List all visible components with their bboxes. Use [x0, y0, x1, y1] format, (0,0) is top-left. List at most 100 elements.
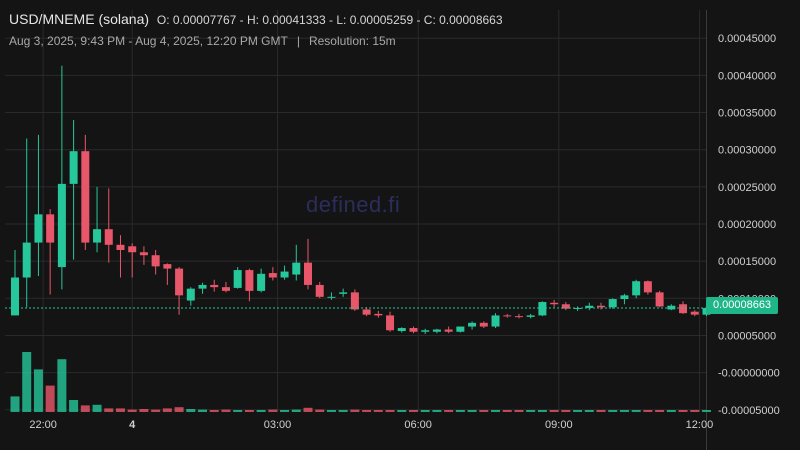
- y-tick-label: 0.00040000: [718, 70, 776, 82]
- volume-bar: [643, 410, 653, 412]
- candle-body: [22, 242, 31, 278]
- volume-bar: [678, 410, 688, 412]
- pair-name: USD/MNEME (solana): [9, 11, 150, 27]
- y-tick-label: 0.00045000: [718, 33, 776, 45]
- candle-body: [444, 329, 453, 332]
- x-tick-label: 4: [129, 419, 136, 431]
- ohlc-readout: O: 0.00007767 - H: 0.00041333 - L: 0.000…: [156, 13, 503, 27]
- volume-bar: [45, 385, 55, 412]
- volume-bar: [291, 409, 301, 412]
- candle-body: [175, 268, 184, 296]
- candle-body: [643, 281, 652, 293]
- candle-body: [620, 295, 629, 300]
- candle-body: [186, 288, 195, 301]
- candle-body: [69, 151, 78, 184]
- y-tick-label: 0.00020000: [718, 219, 776, 231]
- candle-body: [128, 246, 137, 253]
- volume-bar: [92, 404, 102, 412]
- volume-bar: [467, 410, 477, 412]
- candle-body: [11, 277, 19, 316]
- volume-bar: [655, 410, 665, 412]
- volume-bar: [338, 410, 348, 412]
- volume-bar: [573, 410, 583, 412]
- candle-body: [468, 322, 477, 327]
- volume-bar: [268, 409, 278, 412]
- volume-bar: [502, 410, 512, 412]
- candle-body: [57, 183, 66, 268]
- volume-bar: [57, 359, 67, 412]
- volume-bar: [537, 410, 547, 412]
- chart-subheader: Aug 3, 2025, 9:43 PM - Aug 4, 2025, 12:2…: [9, 34, 396, 48]
- candle-body: [81, 151, 90, 243]
- volume-bar: [549, 410, 559, 412]
- candle-body: [257, 273, 266, 291]
- candle-body: [139, 252, 148, 256]
- volume-bar: [690, 410, 700, 412]
- x-tick-label: 22:00: [29, 419, 57, 431]
- volume-bar: [139, 409, 149, 412]
- volume-bar: [385, 410, 395, 412]
- y-tick-label: 0.00005000: [718, 330, 776, 342]
- candle-body: [93, 229, 102, 243]
- y-tick-label: 0.00015000: [718, 256, 776, 268]
- candle-body: [280, 271, 289, 278]
- y-tick-label: 0.00030000: [718, 145, 776, 157]
- volume-bar: [584, 410, 594, 412]
- candle-body: [491, 315, 500, 327]
- candle-body: [526, 315, 535, 317]
- candle-body: [421, 330, 430, 332]
- watermark: defined.fi: [306, 192, 401, 217]
- volume-bar: [666, 410, 676, 412]
- candle-body: [350, 292, 359, 310]
- candle-body: [397, 328, 406, 332]
- candle-body: [362, 309, 371, 315]
- volume-bar: [174, 407, 184, 412]
- volume-bar: [127, 409, 137, 412]
- volume-bar: [432, 410, 442, 412]
- volume-bar: [198, 409, 208, 412]
- x-tick-label: 12:00: [686, 419, 714, 431]
- volume-bar: [233, 410, 243, 412]
- candle-body: [268, 273, 277, 278]
- x-tick-label: 09:00: [545, 419, 573, 431]
- candle-body: [233, 270, 242, 288]
- resolution-label: Resolution: 15m: [308, 34, 396, 48]
- candle-body: [432, 329, 441, 332]
- candle-body: [327, 296, 336, 298]
- volume-bar: [115, 408, 125, 412]
- candle-body: [34, 214, 43, 243]
- volume-bar: [151, 409, 161, 412]
- candle-body: [315, 284, 324, 297]
- time-axis[interactable]: 22:00 4 03:00 06:00 09:00 12:00: [29, 419, 713, 431]
- time-range: Aug 3, 2025, 9:43 PM - Aug 4, 2025, 12:2…: [9, 34, 288, 48]
- volume-bar: [596, 410, 606, 412]
- volume-bar: [209, 410, 219, 412]
- candle-body: [456, 326, 465, 332]
- candle-body: [667, 305, 676, 310]
- volume-bar: [10, 396, 20, 412]
- candle-body: [339, 292, 348, 294]
- candle-body: [585, 305, 594, 308]
- volume-bar: [104, 408, 114, 412]
- candle-body: [608, 299, 617, 308]
- candle-body: [679, 304, 688, 314]
- volume-bar: [244, 410, 254, 412]
- candle-body: [409, 328, 418, 332]
- candle-body: [304, 262, 312, 285]
- volume-bar: [221, 409, 231, 412]
- y-tick-label: -0.00005000: [718, 405, 780, 417]
- candle-body: [690, 311, 699, 315]
- volume-bar: [162, 408, 172, 412]
- volume-bar: [608, 410, 618, 412]
- candle-body: [632, 281, 641, 296]
- candle-body: [597, 305, 605, 308]
- candle-body: [514, 316, 523, 318]
- volume-bar: [69, 400, 79, 412]
- candle-body: [104, 229, 113, 245]
- volume-bar: [444, 410, 454, 412]
- price-axis[interactable]: 0.00045000 0.00040000 0.00035000 0.00030000…: [718, 33, 780, 417]
- candle-body: [46, 214, 55, 243]
- chart-header: USD/MNEME (solana) O: 0.00007767 - H: 0.…: [9, 11, 503, 27]
- volume-bar: [22, 352, 32, 412]
